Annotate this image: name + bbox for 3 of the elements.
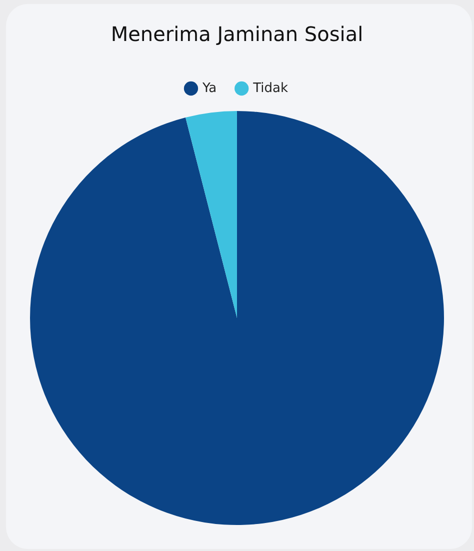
legend-label: Tidak: [252, 80, 288, 96]
chart-title: Menerima Jaminan Sosial: [110, 22, 364, 46]
legend-label: Ya: [201, 80, 217, 96]
